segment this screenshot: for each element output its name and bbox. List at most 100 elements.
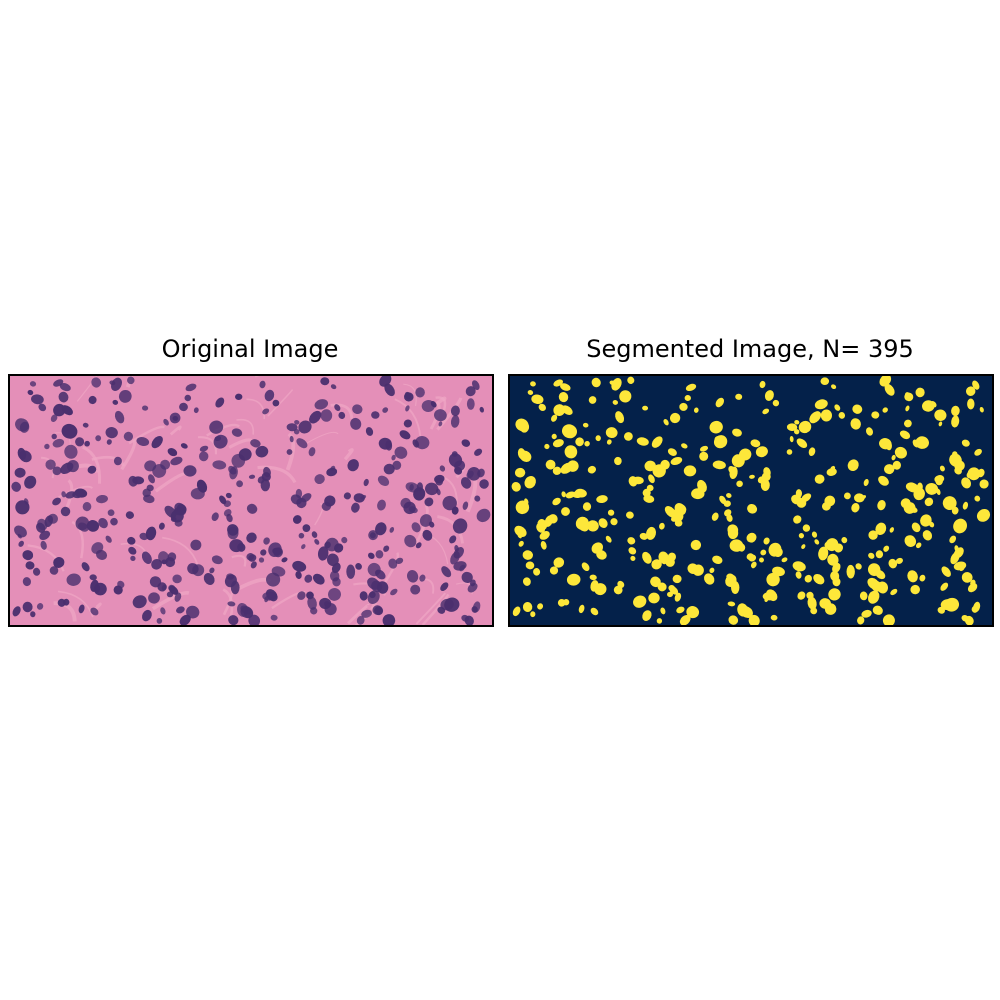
segmented-nucleus: [551, 433, 557, 440]
nucleus: [350, 417, 362, 430]
nucleus: [314, 399, 329, 410]
nucleus: [199, 445, 209, 452]
segmented-nucleus: [663, 419, 669, 426]
nucleus: [326, 467, 338, 477]
nucleus: [117, 580, 125, 589]
segmented-nucleus: [827, 553, 839, 566]
segmented-nucleus: [855, 563, 862, 570]
segmented-nucleus: [974, 448, 982, 456]
segmented-nucleus: [581, 562, 590, 572]
nucleus: [190, 539, 202, 551]
nucleus: [434, 474, 445, 484]
nucleus: [382, 614, 396, 625]
segmented-nucleus: [552, 497, 561, 506]
segmented-nucleus: [939, 465, 945, 472]
segmented-nucleus: [905, 405, 910, 412]
nucleus: [320, 409, 333, 422]
segmented-nucleus: [735, 393, 743, 400]
segmented-nucleus: [838, 412, 846, 419]
nucleus: [437, 606, 446, 614]
segmented-nucleus: [763, 537, 770, 545]
segmented-nucleus: [971, 606, 978, 613]
nucleus: [82, 502, 92, 512]
segmented-nucleus: [843, 492, 851, 500]
segmented-nucleus: [832, 577, 841, 587]
nucleus: [271, 566, 286, 577]
nucleus: [30, 611, 36, 618]
segmented-nucleus: [962, 501, 969, 510]
nucleus: [363, 478, 369, 487]
nucleus: [460, 477, 472, 489]
nucleus: [449, 535, 457, 544]
segmented-nucleus: [670, 456, 683, 466]
nucleus: [57, 598, 66, 607]
segmented-nucleus: [610, 518, 618, 526]
segmented-nucleus: [642, 551, 652, 564]
nucleus: [18, 540, 24, 547]
nucleus: [471, 380, 480, 390]
nucleus: [391, 454, 396, 461]
segmented-nucleus: [595, 435, 601, 442]
nucleus: [326, 553, 339, 567]
segmented-nucleus: [651, 559, 662, 570]
segmented-nucleus: [764, 390, 774, 401]
segmented-nucleus: [806, 591, 814, 600]
segmented-nucleus: [851, 502, 860, 513]
segmented-nucleus: [545, 459, 556, 470]
segmented-nucleus: [615, 411, 625, 424]
segmented-nucleus: [726, 493, 732, 498]
nucleus: [50, 414, 58, 422]
segmented-nucleus: [561, 507, 570, 516]
segmented-nucleus: [953, 518, 968, 534]
stroma-fiber: [314, 503, 324, 526]
segmented-nucleus: [693, 407, 699, 413]
nucleus: [296, 497, 307, 509]
segmented-nucleus: [954, 545, 959, 552]
segmented-nucleus: [582, 422, 589, 428]
segmented-nucleus: [671, 516, 677, 522]
nucleus: [143, 494, 155, 504]
segmented-nucleus: [747, 503, 758, 514]
segmented-nucleus: [587, 465, 597, 474]
segmented-nucleus: [907, 570, 918, 583]
segmented-nucleus: [522, 550, 533, 560]
nucleus: [58, 391, 69, 403]
segmented-nucleus: [572, 490, 585, 498]
nucleus: [286, 449, 293, 455]
segmented-nucleus: [793, 515, 802, 524]
segmented-nucleus: [786, 423, 798, 432]
segmented-nucleus: [627, 376, 635, 384]
segmented-nucleus: [792, 561, 806, 572]
segmented-nucleus: [575, 437, 584, 447]
segmented-nucleus: [884, 383, 895, 396]
nucleus: [476, 508, 491, 523]
segmented-nucleus: [643, 494, 655, 503]
segmented-nucleus: [884, 464, 895, 475]
segmented-nucleus: [736, 480, 743, 488]
stroma-fiber: [285, 432, 296, 471]
segmented-nucleus: [979, 406, 984, 413]
segmented-nucleus: [951, 405, 960, 417]
nucleus: [263, 466, 271, 478]
segmented-nucleus: [764, 596, 769, 603]
nucleus: [231, 428, 243, 437]
stroma-fiber: [27, 544, 65, 572]
nucleus: [385, 440, 393, 451]
stroma-fiber: [403, 383, 417, 407]
nucleus: [186, 605, 200, 619]
segmented-nucleus: [908, 506, 918, 513]
segmented-nucleus: [660, 607, 666, 615]
segmented-nucleus: [801, 544, 806, 550]
nucleus: [404, 534, 417, 548]
segmented-nucleus: [607, 509, 615, 516]
nucleus: [231, 453, 246, 468]
segmented-nucleus: [749, 474, 755, 479]
segmented-nucleus: [868, 552, 875, 559]
segmented-nucleus: [709, 567, 715, 574]
segmented-nucleus: [561, 491, 566, 498]
segmented-nucleus: [709, 420, 723, 434]
nucleus: [415, 387, 425, 398]
nucleus: [328, 587, 341, 601]
segmented-nucleus: [514, 525, 527, 538]
segmented-nucleus: [684, 394, 691, 402]
